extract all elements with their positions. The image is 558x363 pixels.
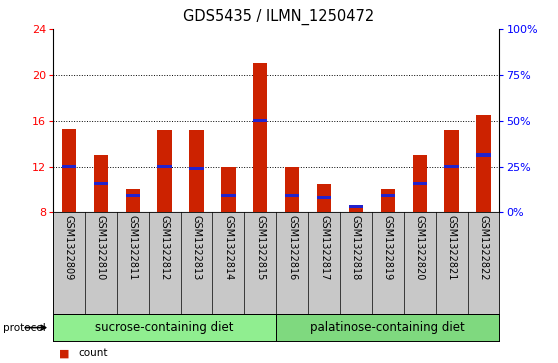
Bar [157, 165, 172, 168]
Bar [53, 314, 276, 341]
Bar [189, 167, 204, 170]
Text: GSM1322811: GSM1322811 [128, 215, 138, 281]
Text: GSM1322814: GSM1322814 [223, 215, 233, 281]
Text: GSM1322820: GSM1322820 [415, 215, 425, 281]
Text: GSM1322822: GSM1322822 [478, 215, 488, 281]
Text: GSM1322821: GSM1322821 [446, 215, 456, 281]
Bar [444, 165, 459, 168]
Bar [126, 189, 140, 212]
Text: ■: ■ [59, 348, 69, 359]
Bar [189, 130, 204, 212]
Bar [349, 205, 363, 208]
Bar [253, 119, 267, 122]
Bar [221, 193, 235, 197]
Text: GDS5435 / ILMN_1250472: GDS5435 / ILMN_1250472 [184, 9, 374, 25]
Bar [349, 207, 363, 212]
Text: GSM1322809: GSM1322809 [64, 215, 74, 281]
Bar [444, 130, 459, 212]
Text: GSM1322816: GSM1322816 [287, 215, 297, 281]
Bar [477, 115, 490, 212]
Text: protocol: protocol [3, 323, 46, 333]
Text: GSM1322818: GSM1322818 [351, 215, 361, 281]
Bar [157, 130, 172, 212]
Bar [62, 165, 76, 168]
Bar [126, 193, 140, 197]
Bar [381, 189, 395, 212]
Bar [317, 184, 331, 212]
Bar [285, 193, 299, 197]
Bar [317, 196, 331, 199]
Text: GSM1322813: GSM1322813 [191, 215, 201, 281]
Text: GSM1322810: GSM1322810 [96, 215, 106, 281]
Text: GSM1322817: GSM1322817 [319, 215, 329, 281]
Bar [253, 64, 267, 212]
Text: sucrose-containing diet: sucrose-containing diet [95, 321, 234, 334]
Text: count: count [78, 348, 108, 359]
Bar [94, 155, 108, 212]
Text: palatinose-containing diet: palatinose-containing diet [310, 321, 465, 334]
Text: GSM1322819: GSM1322819 [383, 215, 393, 281]
Bar [381, 193, 395, 197]
Bar [62, 129, 76, 212]
Bar [412, 155, 427, 212]
Bar [477, 154, 490, 157]
Text: GSM1322815: GSM1322815 [255, 215, 265, 281]
Text: GSM1322812: GSM1322812 [160, 215, 170, 281]
Bar [94, 182, 108, 185]
Bar [221, 167, 235, 212]
Bar [276, 314, 499, 341]
Bar [412, 182, 427, 185]
Bar [285, 167, 299, 212]
